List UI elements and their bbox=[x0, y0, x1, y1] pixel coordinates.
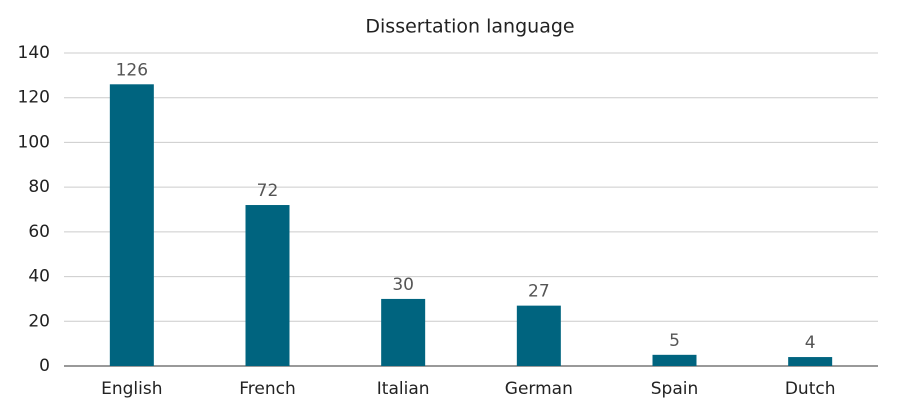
y-tick-label: 100 bbox=[18, 132, 50, 152]
y-tick-label: 20 bbox=[28, 311, 50, 331]
x-tick-label: Spain bbox=[651, 379, 699, 399]
bar bbox=[109, 84, 154, 367]
y-tick-label: 80 bbox=[28, 177, 50, 197]
y-tick-label: 40 bbox=[28, 267, 50, 287]
x-tick-label: Dutch bbox=[785, 379, 836, 399]
y-tick-label: 60 bbox=[28, 222, 50, 242]
value-label: 72 bbox=[257, 181, 279, 201]
value-label: 30 bbox=[392, 275, 414, 295]
bar bbox=[381, 298, 426, 366]
value-label: 126 bbox=[116, 60, 148, 80]
bar bbox=[245, 205, 290, 366]
value-label: 4 bbox=[805, 333, 816, 353]
y-tick-label: 0 bbox=[39, 356, 50, 376]
x-tick-label: English bbox=[101, 379, 162, 399]
bar bbox=[788, 357, 833, 366]
bar bbox=[516, 305, 561, 366]
chart-title: Dissertation language bbox=[365, 16, 574, 38]
y-tick-label: 140 bbox=[18, 43, 50, 63]
value-label: 27 bbox=[528, 282, 550, 302]
bar bbox=[652, 354, 697, 366]
x-tick-label: German bbox=[505, 379, 573, 399]
value-label: 5 bbox=[669, 331, 680, 351]
x-tick-label: Italian bbox=[377, 379, 430, 399]
x-tick-label: French bbox=[239, 379, 296, 399]
y-tick-label: 120 bbox=[18, 88, 50, 108]
